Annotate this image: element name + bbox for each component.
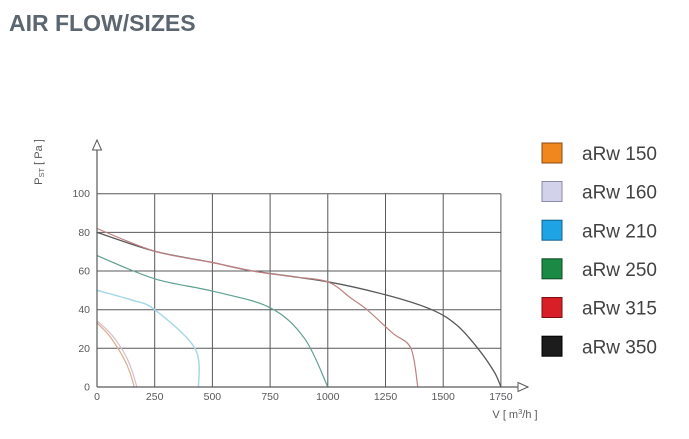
svg-text:750: 750 (261, 391, 279, 403)
svg-text:0: 0 (84, 382, 90, 394)
svg-text:aRw 350: aRw 350 (582, 337, 657, 358)
svg-text:aRw 210: aRw 210 (582, 221, 657, 242)
svg-text:250: 250 (146, 391, 164, 403)
svg-text:1500: 1500 (432, 391, 456, 403)
svg-text:80: 80 (78, 227, 90, 239)
svg-text:PST [ Pa ]: PST [ Pa ] (33, 139, 46, 185)
svg-text:V [ m3/h ]: V [ m3/h ] (492, 407, 537, 421)
svg-text:1000: 1000 (316, 391, 340, 403)
svg-text:aRw 315: aRw 315 (582, 299, 657, 320)
svg-text:20: 20 (78, 343, 90, 355)
svg-text:1250: 1250 (374, 391, 398, 403)
svg-text:aRw 160: aRw 160 (582, 183, 657, 204)
svg-text:aRw 250: aRw 250 (582, 260, 657, 281)
svg-text:1750: 1750 (489, 391, 513, 403)
svg-text:500: 500 (204, 391, 222, 403)
svg-text:60: 60 (78, 266, 90, 278)
svg-text:100: 100 (72, 188, 90, 200)
svg-text:40: 40 (78, 304, 90, 316)
svg-text:aRw 150: aRw 150 (582, 144, 657, 165)
svg-text:0: 0 (94, 391, 100, 403)
